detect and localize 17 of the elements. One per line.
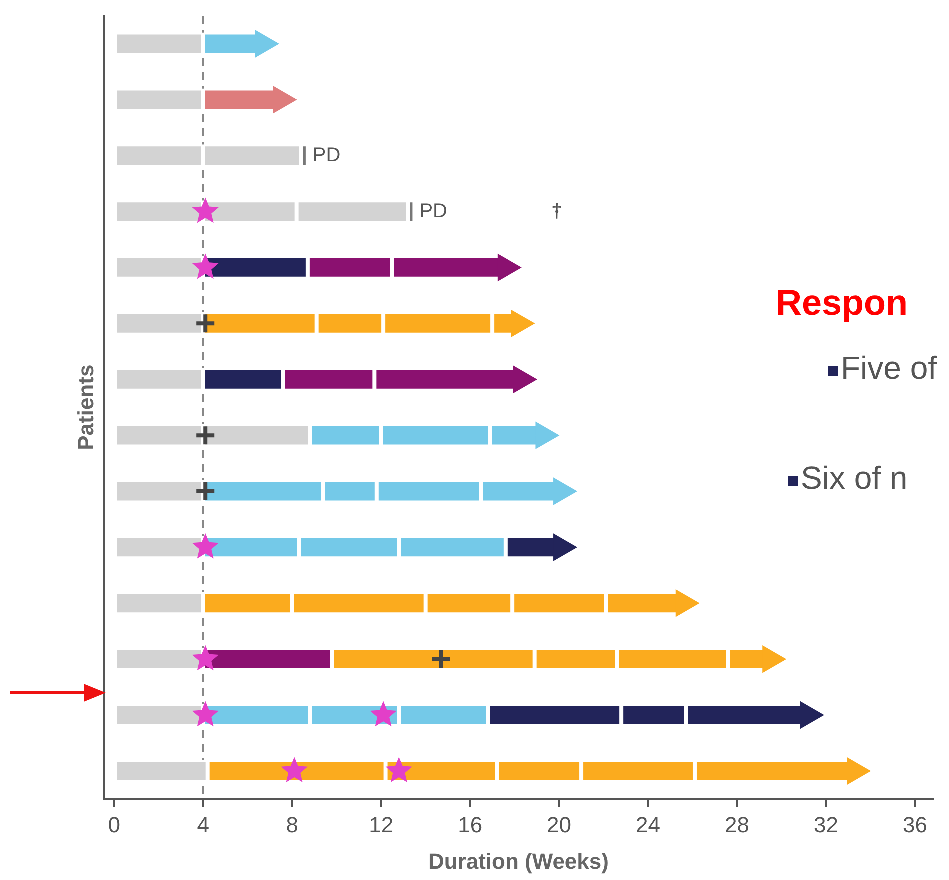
x-tick-label: 4 [197,812,210,838]
annotation: Respon [776,282,908,323]
annotation: Six of n [801,460,908,496]
annotation: Five of [841,350,938,386]
x-tick-label: 32 [814,812,838,838]
data-label: PD [312,144,341,166]
x-tick-label: 28 [725,812,750,838]
x-tick-label: 24 [636,812,661,838]
y-axis-title: Patients [73,364,98,450]
x-tick-label: 12 [369,812,394,838]
x-tick-label: 16 [458,812,483,838]
data-label: PD [420,200,448,222]
x-tick-label: 36 [902,812,928,838]
x-axis-title: Duration (Weeks) [428,848,609,874]
x-tick-label: 8 [286,812,298,838]
x-tick-label: 0 [108,812,121,838]
x-tick-label: 20 [547,812,572,838]
